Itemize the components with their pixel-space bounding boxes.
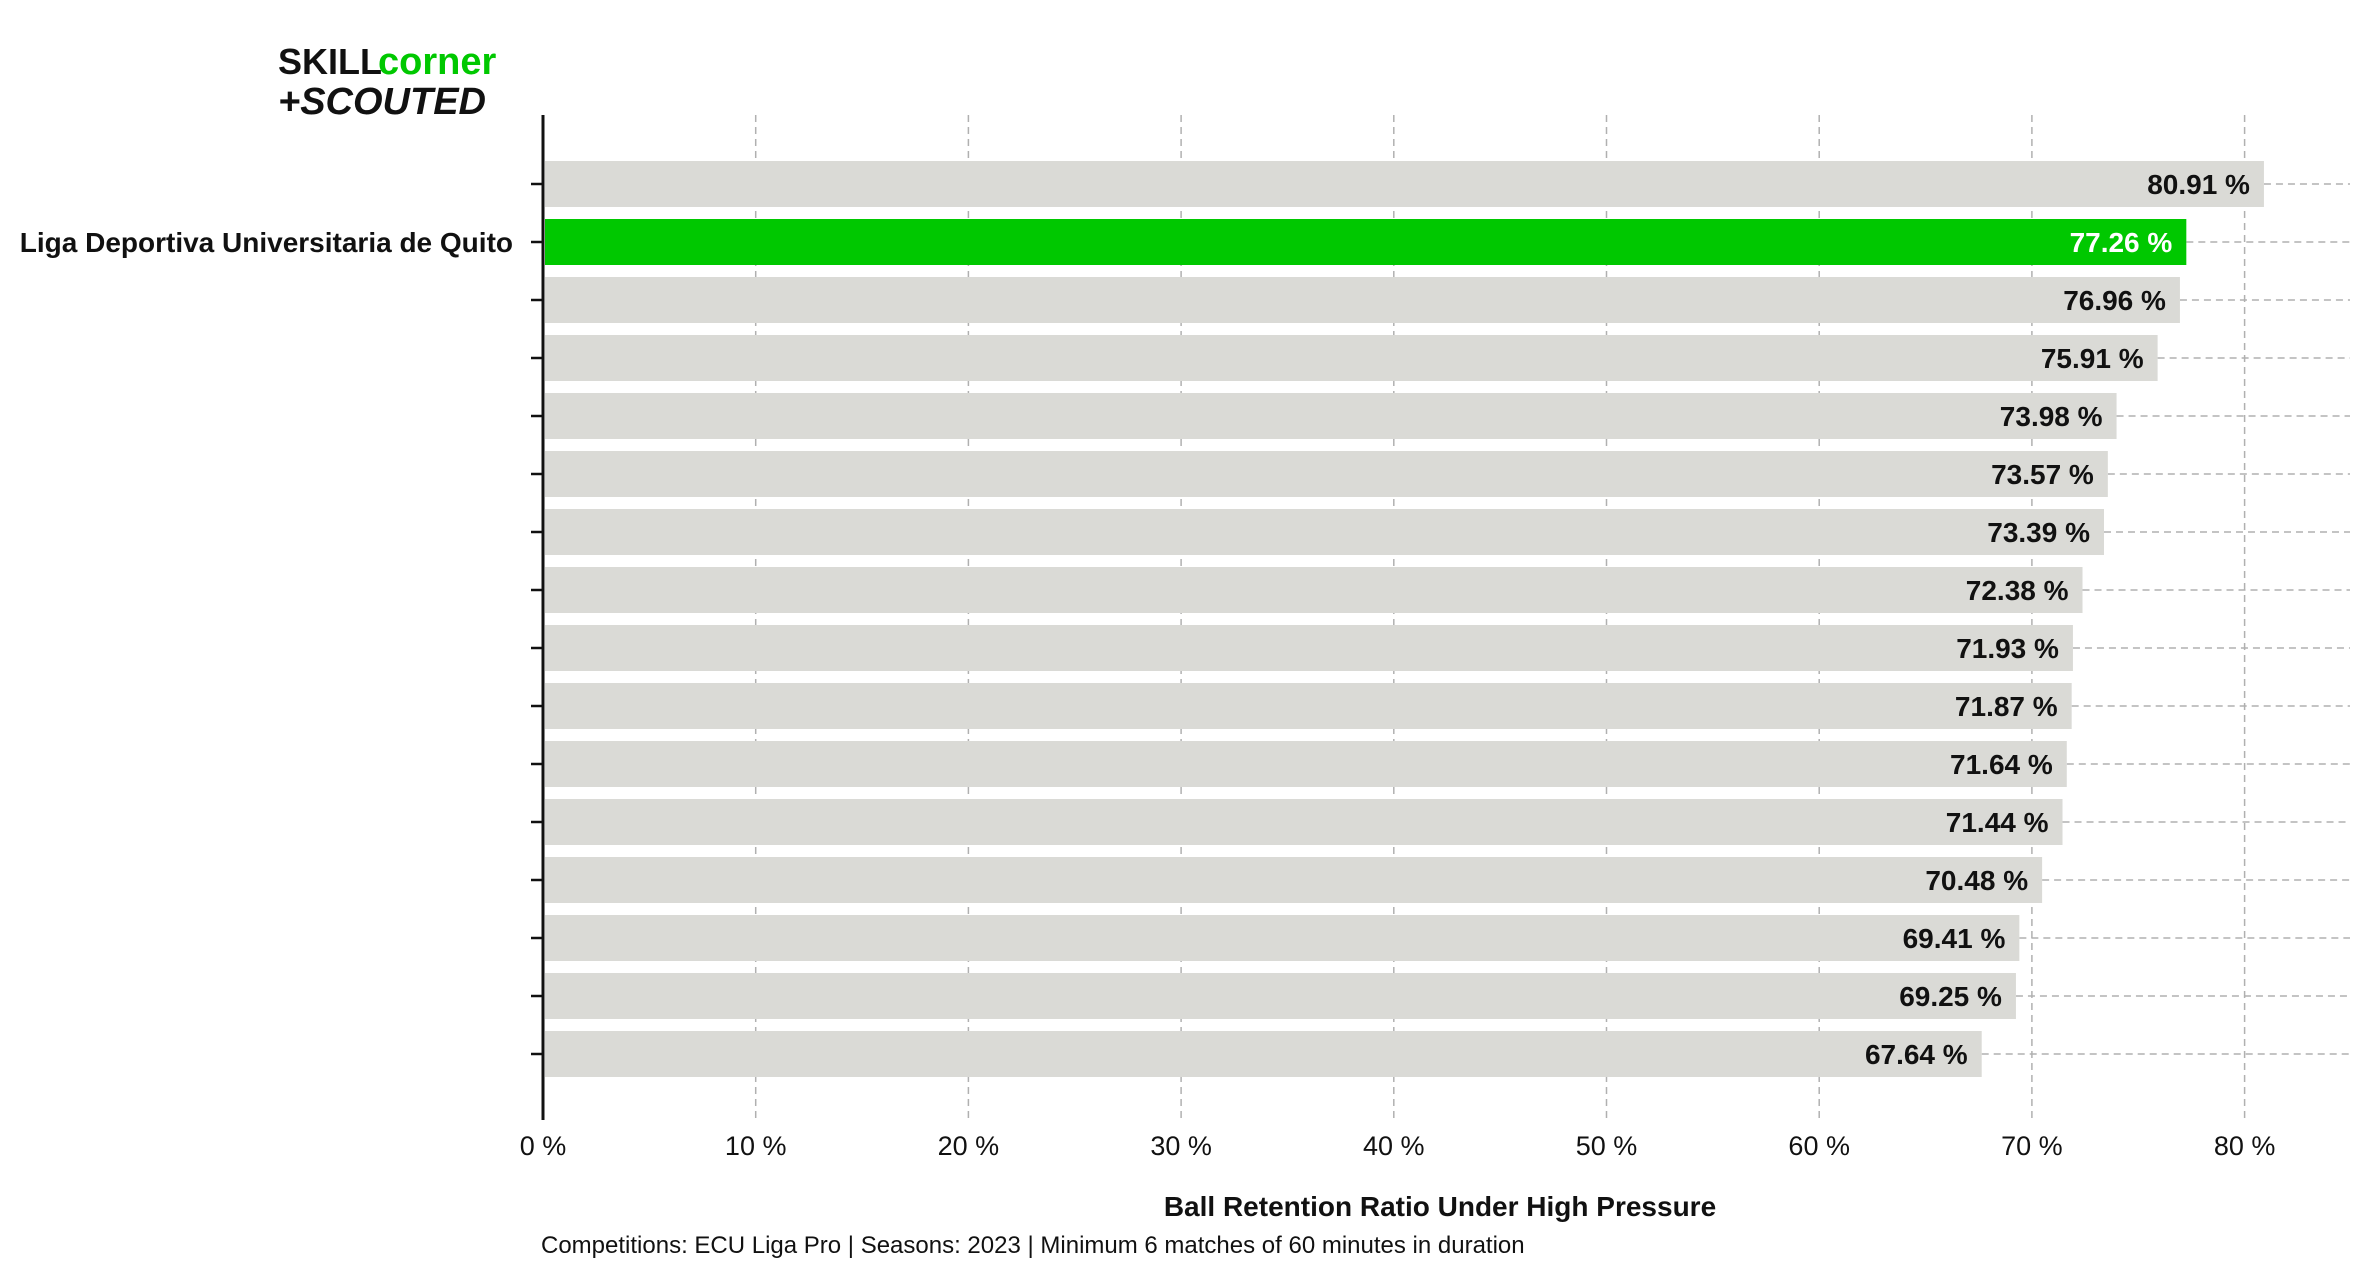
bar — [545, 799, 2063, 845]
bar — [545, 1031, 1982, 1077]
x-tick-label: 10 % — [725, 1131, 787, 1161]
bar-value-label: 69.25 % — [1899, 981, 2002, 1012]
x-tick-label: 70 % — [2001, 1131, 2063, 1161]
bar-value-label: 71.87 % — [1955, 691, 2058, 722]
bar — [545, 741, 2067, 787]
bar-value-label: 70.48 % — [1925, 865, 2028, 896]
bar-value-label: 75.91 % — [2041, 343, 2144, 374]
x-tick-label: 50 % — [1576, 1131, 1638, 1161]
footer-note: Competitions: ECU Liga Pro | Seasons: 20… — [541, 1232, 1525, 1259]
x-tick-label: 40 % — [1363, 1131, 1425, 1161]
bar — [545, 915, 2020, 961]
bar-value-label: 73.98 % — [2000, 401, 2103, 432]
bar-value-label: 76.96 % — [2063, 285, 2166, 316]
bar-value-label: 71.64 % — [1950, 749, 2053, 780]
bar — [545, 857, 2043, 903]
bar — [545, 683, 2072, 729]
logo-scouted-text: +SCOUTED — [278, 81, 486, 120]
bar — [545, 335, 2158, 381]
bar-value-label: 73.39 % — [1987, 517, 2090, 548]
x-axis-title: Ball Retention Ratio Under High Pressure — [1164, 1191, 1716, 1222]
x-tick-label: 0 % — [520, 1131, 567, 1161]
x-tick-label: 80 % — [2214, 1131, 2276, 1161]
axes: Liga Deportiva Universitaria de Quito 0 %… — [20, 115, 2276, 1161]
bar — [545, 567, 2083, 613]
logo-corner-text: corner — [378, 41, 496, 83]
x-tick-label: 20 % — [938, 1131, 1000, 1161]
bar-value-label: 71.44 % — [1946, 807, 2049, 838]
grid-lines — [754, 115, 2350, 1120]
bar — [545, 393, 2117, 439]
bar — [545, 451, 2108, 497]
bar — [545, 509, 2105, 555]
bar — [545, 161, 2264, 207]
bar — [545, 625, 2073, 671]
bar-value-label: 77.26 % — [2070, 227, 2173, 258]
bar — [545, 277, 2180, 323]
logo-skill-text: SKILL — [278, 41, 382, 82]
bars: 80.91 % 77.26 % 76.96 % 75.91 % 73.98 % 73.57… — [545, 161, 2264, 1077]
x-tick-label: 30 % — [1150, 1131, 1212, 1161]
bar-value-label: 67.64 % — [1865, 1039, 1968, 1070]
bar-value-label: 69.41 % — [1903, 923, 2006, 954]
bar — [545, 973, 2016, 1019]
skillcorner-scouted-logo: SKILL corner +SCOUTED — [278, 41, 496, 120]
bar-value-label: 71.93 % — [1956, 633, 2059, 664]
bar-value-label: 73.57 % — [1991, 459, 2094, 490]
bar-value-label: 72.38 % — [1966, 575, 2069, 606]
x-tick-label: 60 % — [1788, 1131, 1850, 1161]
bar — [545, 219, 2187, 265]
category-label: Liga Deportiva Universitaria de Quito — [20, 227, 513, 258]
bar-value-label: 80.91 % — [2147, 169, 2250, 200]
